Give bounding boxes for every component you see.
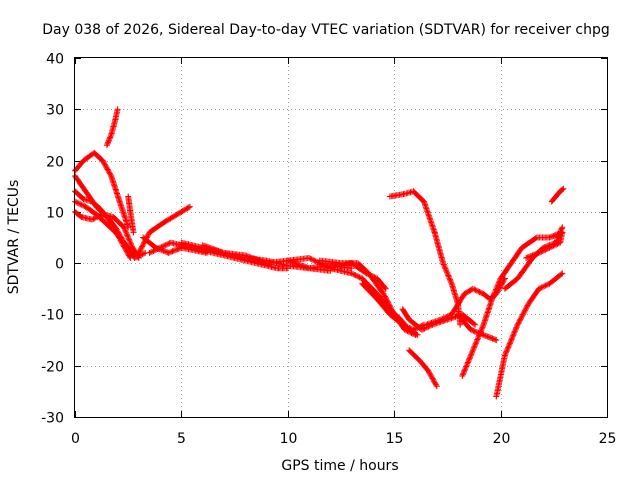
- x-tick-label: 20: [493, 431, 511, 447]
- y-tick-label: 20: [46, 155, 64, 171]
- plus-markers: [455, 311, 500, 344]
- series-arc-26: [455, 311, 500, 344]
- plus-markers: [523, 229, 566, 261]
- y-tick-label: 30: [46, 103, 64, 119]
- grid: [75, 58, 607, 417]
- chart-title: Day 038 of 2026, Sidereal Day-to-day VTE…: [42, 22, 610, 38]
- y-tick-label: 0: [55, 257, 64, 273]
- y-tick-label: 40: [46, 52, 64, 68]
- x-tick-label: 15: [386, 431, 404, 447]
- series-arc-16: [359, 280, 427, 333]
- plot-frame: [74, 57, 608, 418]
- plus-markers: [493, 270, 566, 400]
- plus-markers: [459, 229, 566, 379]
- series-arc-10: [146, 239, 291, 272]
- plus-markers: [548, 185, 567, 205]
- series-arc-27: [548, 185, 567, 205]
- x-tick-label: 25: [599, 431, 617, 447]
- x-tick-labels: 0 5 10 15 20 25: [71, 431, 616, 447]
- plus-markers: [146, 239, 291, 272]
- x-tick-label: 10: [280, 431, 298, 447]
- x-axis-label: GPS time / hours: [281, 458, 398, 474]
- x-tick-label: 0: [71, 431, 80, 447]
- series-arc-22: [459, 229, 566, 379]
- series-arc-25: [523, 229, 566, 261]
- series-arc-23: [493, 270, 566, 400]
- series-arc-6: [103, 106, 121, 149]
- plus-markers: [359, 280, 427, 333]
- y-tick-label: -20: [41, 360, 64, 376]
- series-arc-7: [125, 193, 137, 236]
- x-tick-label: 5: [177, 431, 186, 447]
- plus-markers: [386, 188, 438, 236]
- y-tick-label: -10: [41, 308, 64, 324]
- series-arc-20: [406, 347, 440, 390]
- series-arc-18: [386, 188, 438, 236]
- y-tick-label: 10: [46, 206, 64, 222]
- plus-markers: [125, 193, 137, 236]
- y-tick-label: -30: [41, 411, 64, 427]
- plus-markers: [406, 347, 440, 390]
- plus-markers: [103, 106, 121, 149]
- data-points: [72, 106, 567, 400]
- y-axis-label: SDTVAR / TECUs: [6, 180, 22, 295]
- axis-ticks: [75, 58, 608, 418]
- y-tick-labels: -30 -20 -10 0 10 20 30 40: [41, 52, 64, 427]
